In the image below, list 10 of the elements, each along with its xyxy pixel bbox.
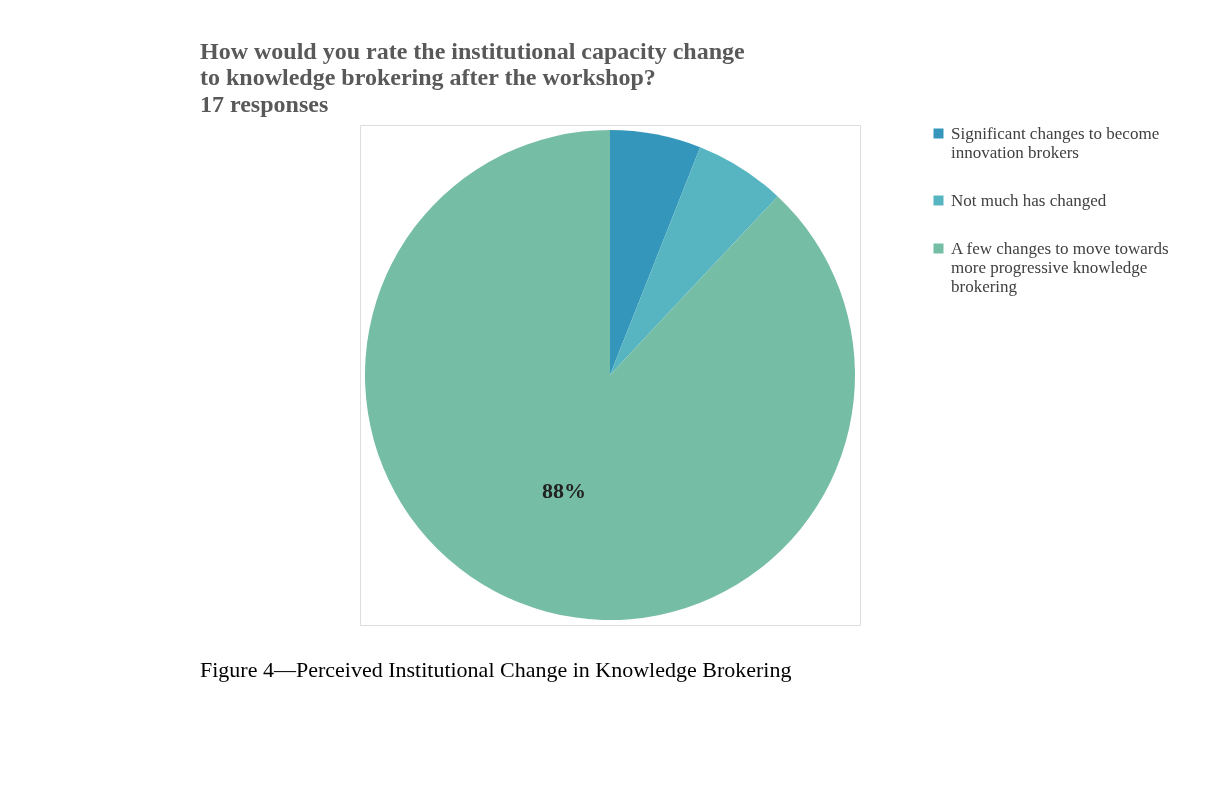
legend-label: Not much has changed (951, 190, 1107, 210)
legend-label: A few changes to move towards more progressive knowledge brokering (951, 238, 1169, 296)
pie-slice (365, 130, 855, 620)
pie-slice (610, 130, 701, 375)
legend-label: Significant changes to become innovation brokers (951, 123, 1160, 162)
pie-slice (610, 147, 778, 375)
chart-subtitle: 17 responses (200, 91, 329, 117)
caption: Figure 4—Perceived Institutional Change in Knowledge Brokering (200, 657, 792, 682)
data-label: 88% (541, 478, 586, 504)
chart-title: How would you rate the institutional capacity change to knowledge brokering after the workshop? (200, 38, 746, 90)
